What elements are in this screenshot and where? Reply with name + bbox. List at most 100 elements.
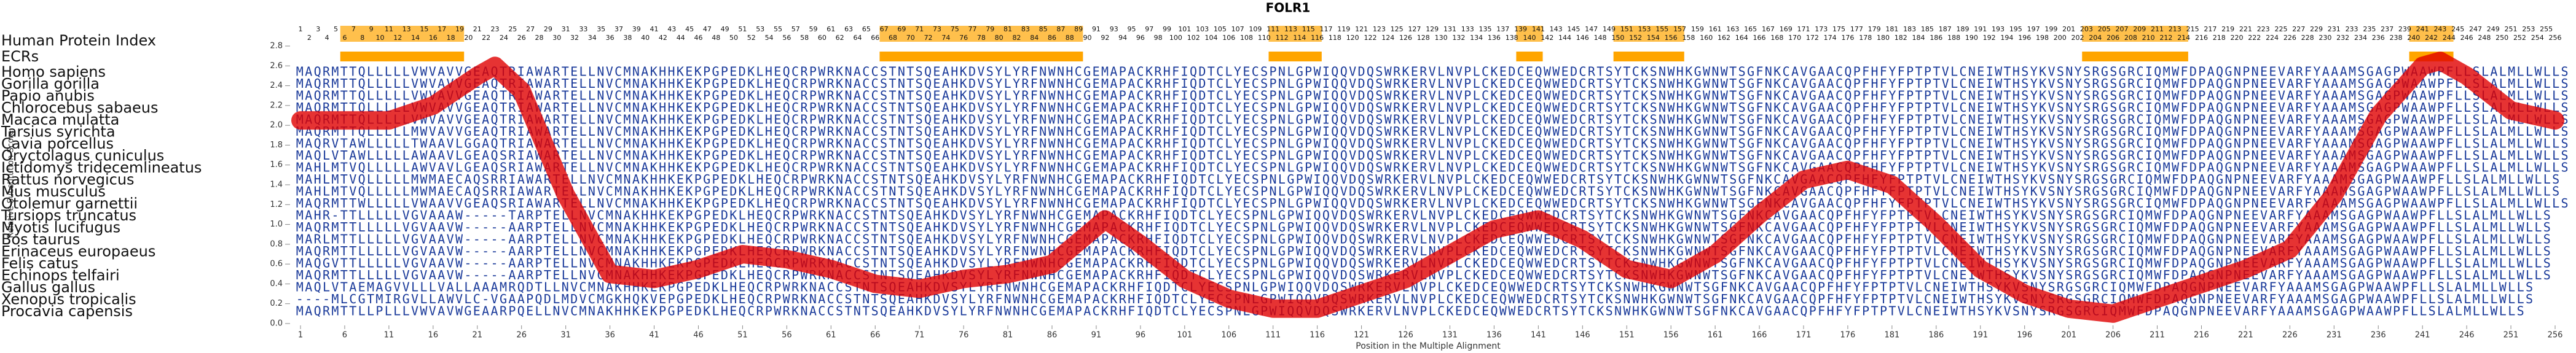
index-number: 185 [1921, 25, 1934, 33]
index-number: 228 [2301, 34, 2314, 42]
index-number: 245 [2451, 25, 2464, 33]
y-tick-label: 0.2 [270, 299, 283, 308]
y-tick-label: 1.6 [270, 160, 283, 169]
index-number: 217 [2204, 25, 2217, 33]
index-number: 87 [1056, 25, 1065, 33]
index-number: 133 [1461, 25, 1474, 33]
index-number: 131 [1443, 25, 1456, 33]
y-tick-label: 2.0 [270, 121, 283, 130]
index-number: 201 [2062, 25, 2075, 33]
x-tick-label: 221 [2238, 331, 2253, 340]
index-number: 31 [562, 25, 570, 33]
index-number: 123 [1373, 25, 1386, 33]
ecr-index-highlight [1268, 26, 1322, 42]
x-tick-label: 176 [1840, 331, 1856, 340]
index-number: 243 [2433, 25, 2446, 33]
index-number: 193 [1992, 25, 2005, 33]
sequence: MAQRMTTLLPLLLVWVAVWGEAARPQELLNVCMNAKHHKE… [296, 304, 2524, 319]
index-number: 208 [2124, 34, 2137, 42]
sequence: MAQRMTTQLLLLLVWVAVVGEAQTRIAWARTELLNVCMNA… [296, 88, 2569, 103]
index-number: 92 [1101, 34, 1109, 42]
y-tick-label: 2.2 [270, 101, 283, 110]
index-number: 176 [1841, 34, 1854, 42]
index-number: 151 [1620, 25, 1633, 33]
index-number: 47 [703, 25, 712, 33]
x-tick-label: 251 [2503, 331, 2519, 340]
x-tick-label: 186 [1928, 331, 1944, 340]
index-number: 138 [1506, 34, 1518, 42]
index-number: 242 [2425, 34, 2438, 42]
index-number: 36 [606, 34, 615, 42]
index-number: 95 [1127, 25, 1136, 33]
sequence: MAQLVTAWLLLLLAWAAVLGEAQSRIAWARTELLNVCMNA… [296, 148, 2569, 163]
index-number: 148 [1594, 34, 1607, 42]
index-number: 94 [1118, 34, 1127, 42]
index-number: 158 [1682, 34, 1695, 42]
index-number: 116 [1311, 34, 1324, 42]
index-number: 27 [526, 25, 535, 33]
species-name: Rattus norvegicus [1, 171, 135, 188]
index-number: 72 [924, 34, 933, 42]
index-number: 58 [800, 34, 809, 42]
index-number: 124 [1381, 34, 1394, 42]
index-number: 236 [2372, 34, 2385, 42]
index-number: 212 [2159, 34, 2172, 42]
ecr-label: ECRs [1, 48, 39, 65]
index-number: 241 [2416, 25, 2429, 33]
index-number: 136 [1488, 34, 1501, 42]
x-tick-label: 166 [1752, 331, 1767, 340]
index-number: 81 [1003, 25, 1012, 33]
index-number: 226 [2283, 34, 2296, 42]
index-number: 117 [1320, 25, 1333, 33]
x-tick-label: 151 [1619, 331, 1635, 340]
index-number: 183 [1903, 25, 1916, 33]
index-number: 210 [2142, 34, 2155, 42]
index-number: 230 [2319, 34, 2331, 42]
index-number: 39 [632, 25, 641, 33]
x-tick-label: 116 [1310, 331, 1325, 340]
index-number: 166 [1753, 34, 1766, 42]
index-number: 55 [774, 25, 782, 33]
species-name: Bos taurus [1, 231, 80, 248]
x-tick-label: 1 [298, 331, 303, 340]
index-number: 25 [508, 25, 517, 33]
index-number: 137 [1496, 25, 1509, 33]
index-number: 37 [615, 25, 623, 33]
index-number: 199 [2044, 25, 2057, 33]
index-number: 100 [1169, 34, 1182, 42]
index-number: 214 [2177, 34, 2190, 42]
species-name: Macaca mulatta [1, 111, 119, 128]
index-number: 89 [1074, 25, 1083, 33]
index-number: 194 [2000, 34, 2013, 42]
index-number: 157 [1673, 25, 1686, 33]
species-name: Tursiops truncatus [1, 207, 136, 224]
species-name: Procavia capensis [1, 303, 133, 320]
index-number: 144 [1558, 34, 1571, 42]
index-number: 49 [721, 25, 729, 33]
x-tick-label: 141 [1531, 331, 1546, 340]
index-number: 8 [360, 34, 364, 42]
index-number: 60 [818, 34, 827, 42]
x-tick-label: 6 [342, 331, 347, 340]
index-number: 106 [1222, 34, 1235, 42]
species-name: Myotis lucifugus [1, 219, 120, 236]
index-number: 99 [1163, 25, 1171, 33]
index-number: 46 [694, 34, 702, 42]
index-number: 44 [677, 34, 685, 42]
sequence: MAHR-TTLLLLLVGVAAAW-----TARPTELLNVCMNAKH… [296, 208, 2551, 223]
index-number: 18 [447, 34, 455, 42]
x-tick-label: 216 [2194, 331, 2209, 340]
index-number: 73 [933, 25, 941, 33]
index-number: 78 [977, 34, 986, 42]
index-number: 10 [375, 34, 384, 42]
x-tick-label: 191 [1973, 331, 1988, 340]
index-number: 6 [342, 34, 347, 42]
index-number: 207 [2115, 25, 2128, 33]
index-number: 215 [2186, 25, 2199, 33]
x-tick-label: 76 [959, 331, 969, 340]
y-tick-label: 1.4 [270, 180, 283, 190]
sequence: MAQRMTTQLLLLLVWVAVVGEAQTRIAWARTELLNVCMNA… [296, 76, 2569, 91]
x-tick-label: 96 [1136, 331, 1146, 340]
index-number: 202 [2071, 34, 2084, 42]
sequence: MAHLMTVQLLLLLAWVAVLGEAQSRIAWARTELLNVCMNA… [296, 160, 2569, 175]
